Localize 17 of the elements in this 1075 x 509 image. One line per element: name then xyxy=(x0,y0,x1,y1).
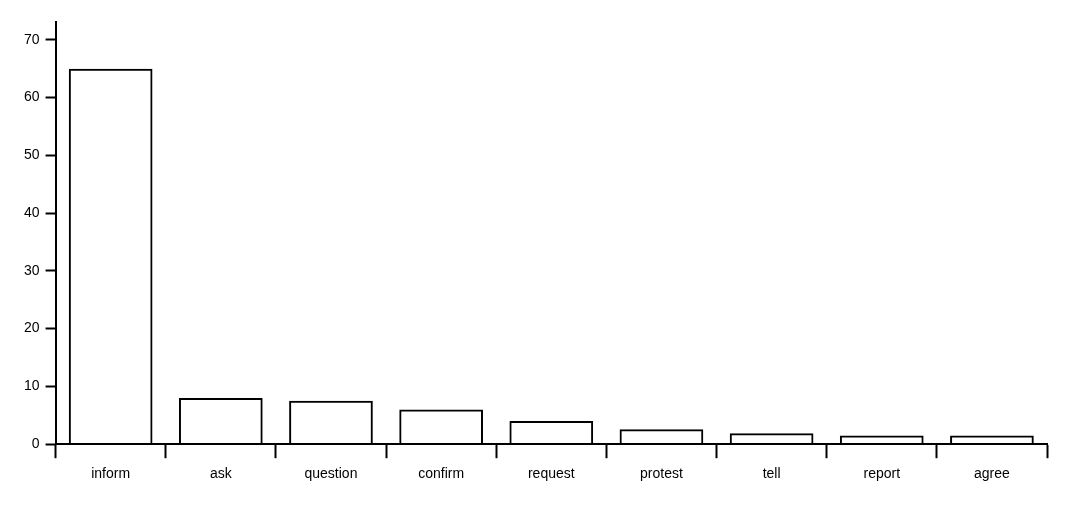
y-tick-label: 50 xyxy=(23,146,40,163)
x-tick-label: inform xyxy=(91,465,131,482)
x-tick-label: ask xyxy=(209,465,233,482)
y-tick-label: 30 xyxy=(23,261,40,278)
x-tick-label: confirm xyxy=(418,465,465,482)
y-tick-label: 40 xyxy=(23,203,40,220)
x-tick-label: tell xyxy=(762,465,781,482)
y-tick-label: 20 xyxy=(23,319,40,336)
y-tick-label: 10 xyxy=(23,377,40,394)
y-tick-label: 0 xyxy=(31,435,40,452)
y-tick-label: 70 xyxy=(23,30,40,47)
x-tick-label: question xyxy=(304,465,358,482)
x-tick-label: report xyxy=(863,465,901,482)
x-tick-label: protest xyxy=(640,465,683,482)
x-tick-label: request xyxy=(527,465,575,482)
y-tick-label: 60 xyxy=(23,88,40,105)
x-tick-label: agree xyxy=(974,465,1011,482)
